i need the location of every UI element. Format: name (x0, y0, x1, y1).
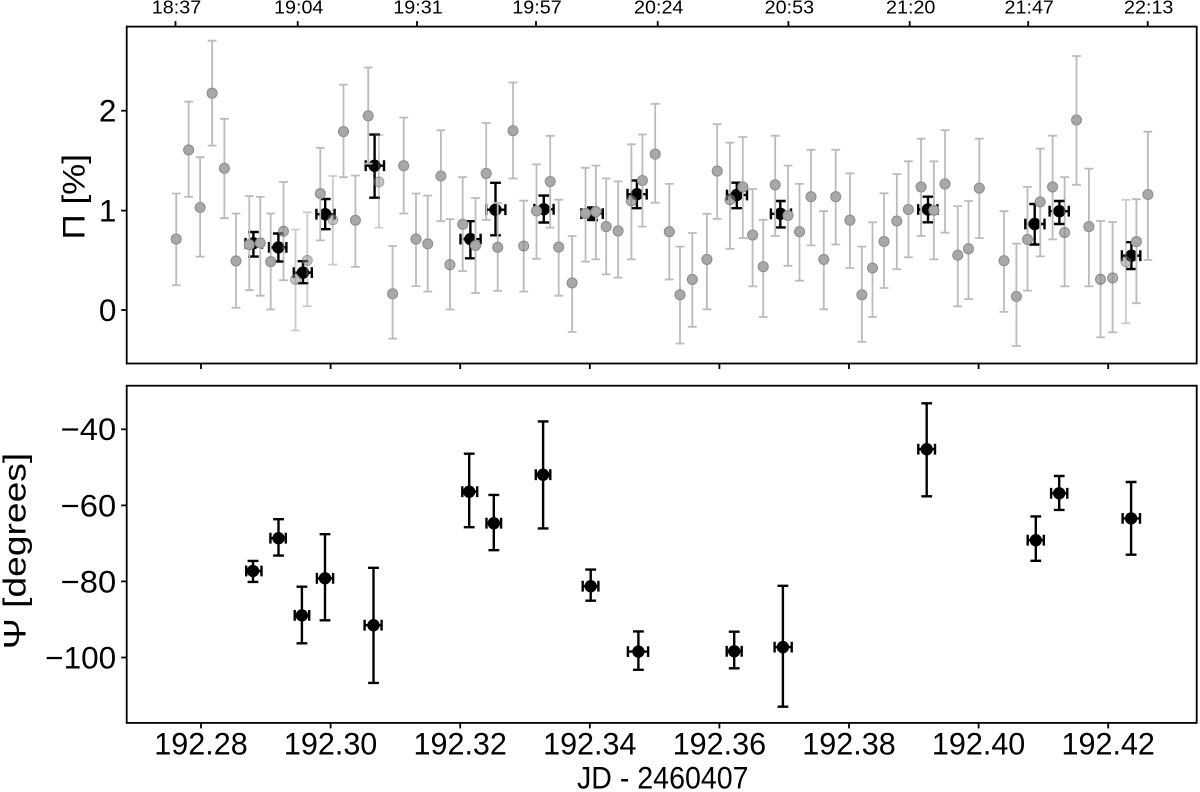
svg-text:−80: −80 (61, 563, 116, 599)
svg-text:21:47: 21:47 (1005, 0, 1054, 17)
svg-text:192.32: 192.32 (414, 725, 507, 761)
svg-text:−40: −40 (61, 411, 116, 447)
svg-text:18:37: 18:37 (152, 0, 201, 17)
svg-text:192.40: 192.40 (932, 725, 1025, 761)
svg-text:−60: −60 (61, 487, 116, 523)
svg-text:Π [%]: Π [%] (55, 154, 91, 240)
svg-text:−100: −100 (45, 639, 116, 675)
svg-text:2: 2 (99, 93, 117, 129)
svg-text:21:20: 21:20 (886, 0, 935, 17)
svg-text:22:13: 22:13 (1124, 0, 1173, 17)
svg-text:20:24: 20:24 (634, 0, 683, 17)
svg-text:1: 1 (99, 193, 117, 229)
svg-text:192.42: 192.42 (1062, 725, 1155, 761)
svg-text:19:31: 19:31 (393, 0, 442, 17)
svg-text:0: 0 (99, 292, 117, 328)
svg-text:192.38: 192.38 (802, 725, 895, 761)
svg-text:19:57: 19:57 (512, 0, 561, 17)
svg-text:192.36: 192.36 (673, 725, 766, 761)
svg-text:192.30: 192.30 (284, 725, 377, 761)
svg-text:192.28: 192.28 (154, 725, 247, 761)
svg-text:JD - 2460407: JD - 2460407 (577, 759, 749, 792)
svg-text:192.34: 192.34 (543, 725, 636, 761)
svg-text:20:53: 20:53 (765, 0, 814, 17)
svg-text:Ψ [degrees]: Ψ [degrees] (0, 453, 33, 650)
svg-text:19:04: 19:04 (274, 0, 323, 17)
